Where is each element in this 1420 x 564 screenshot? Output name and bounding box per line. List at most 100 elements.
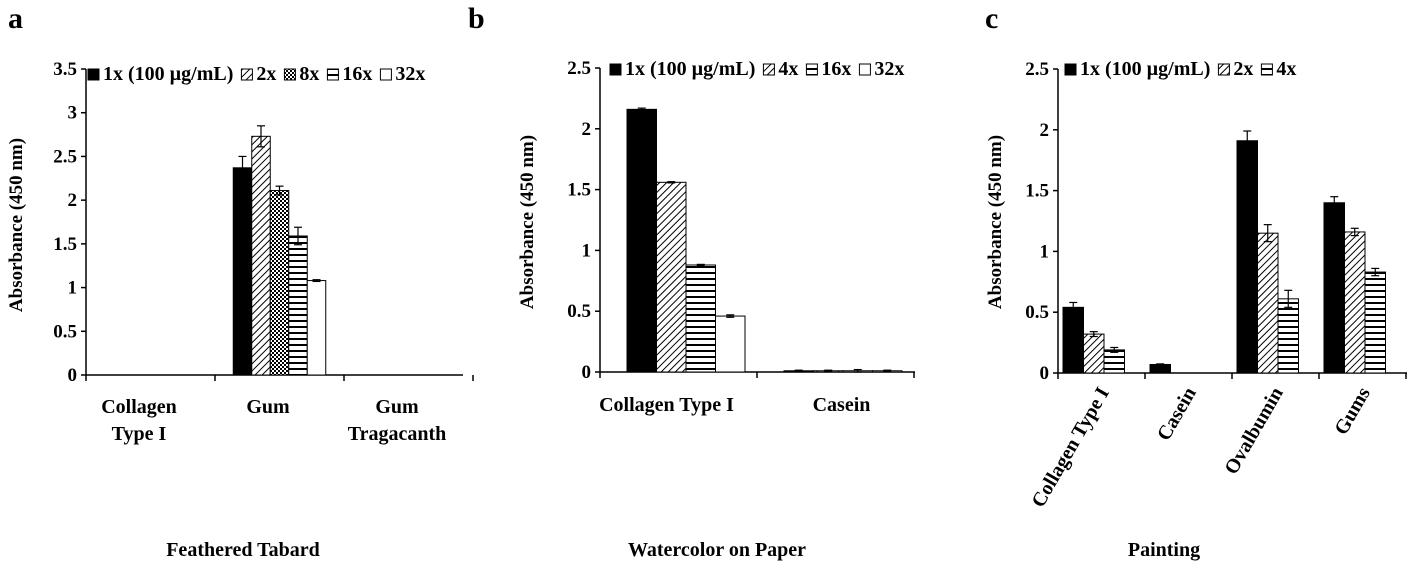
- panel-b-legend: 1x (100 µg/mL) 4x 16x 32x: [609, 58, 904, 80]
- bar-c-1-3: [1103, 349, 1125, 374]
- panel-c-y-tick-label: 1.5: [1025, 181, 1049, 202]
- error-bar-a-2-5: [312, 279, 321, 283]
- legend-swatch: [379, 68, 392, 81]
- legend-label: 16x: [342, 63, 372, 85]
- legend-item-b-3: 16x: [805, 58, 851, 80]
- error-bar-c-3-1: [1243, 130, 1252, 152]
- legend-item-c-1: 1x (100 µg/mL): [1064, 58, 1210, 80]
- legend-label: 1x (100 µg/mL): [1080, 58, 1210, 80]
- legend-item-b-4: 32x: [858, 58, 904, 80]
- panel-c-category-label: Casein: [1153, 384, 1201, 445]
- panel-a-category-label-1-line-2: Type I: [112, 423, 167, 445]
- panel-c-y-tick-label: 2.5: [1025, 59, 1049, 80]
- legend-swatch: [1217, 63, 1230, 76]
- panel-b-title: Watercolor on Paper: [628, 539, 806, 561]
- legend-item-c-3: 4x: [1260, 58, 1296, 80]
- bar-b-1-1: [626, 108, 657, 373]
- error-bar-b-1-3: [696, 263, 705, 267]
- error-bar-c-1-2: [1089, 331, 1098, 338]
- error-bar-a-2-2: [257, 125, 265, 148]
- legend-swatch: [1064, 63, 1077, 76]
- legend-item-b-2: 4x: [762, 58, 798, 80]
- error-bar-b-1-4: [726, 314, 735, 318]
- panel-b-ylabel: Absorbance (450 nm): [517, 135, 538, 309]
- error-bar-c-1-3: [1110, 346, 1119, 353]
- legend-swatch: [609, 63, 622, 76]
- legend-swatch: [283, 68, 296, 81]
- panel-c: c Absorbance (450 nm) Painting 1x (100 µ…: [985, 2, 1407, 561]
- panel-a-y-tick-label: 3.5: [53, 59, 77, 80]
- legend-item-a-4: 16x: [326, 63, 372, 85]
- error-bar-c-2-1: [1156, 363, 1165, 366]
- panel-a-bars: [232, 125, 327, 376]
- bar-c-1-1: [1062, 306, 1084, 374]
- panel-a-y-tick-label: 3: [68, 103, 78, 124]
- bar-c-4-3: [1364, 271, 1386, 374]
- panel-c-bars: [1062, 130, 1386, 374]
- panel-a-category-label-2: Gum: [246, 396, 290, 418]
- panel-b-bars: [626, 107, 903, 373]
- panel-a-category-label-1-line-1: Collagen: [101, 396, 177, 418]
- panel-a-category-label-3-line-2: Tragacanth: [348, 423, 447, 445]
- panel-a-y-tick-label: 0: [68, 365, 78, 386]
- bar-a-2-3: [269, 190, 290, 376]
- error-bar-b-1-2: [667, 181, 676, 184]
- legend-label: 32x: [395, 63, 425, 85]
- panel-b-y-tick-label: 0: [582, 362, 592, 383]
- panel-b-category-labels: Collagen Type I Casein: [599, 394, 870, 416]
- legend-label: 16x: [821, 58, 851, 80]
- panel-c-y-tick-label: 0: [1040, 363, 1050, 384]
- error-bar-a-2-4: [294, 226, 302, 246]
- panel-b-category-label: Casein: [813, 394, 871, 416]
- panel-c-category-label: Collagen Type I: [1027, 383, 1114, 511]
- bar-c-4-2: [1344, 231, 1366, 374]
- bar-a-2-1: [232, 167, 253, 376]
- legend-swatch: [762, 63, 775, 76]
- panel-c-y-tick-label: 1: [1040, 241, 1050, 262]
- panel-a-legend: 1x (100 µg/mL) 2x 8x 16x 32x: [87, 63, 425, 85]
- legend-label: 32x: [874, 58, 904, 80]
- panel-a-category-labels: Collagen Type I Gum Gum Tragacanth: [101, 396, 446, 445]
- bar-c-1-2: [1083, 333, 1105, 374]
- legend-label: 4x: [1276, 58, 1296, 80]
- bar-a-2-5: [306, 280, 327, 376]
- error-bar-a-2-1: [238, 155, 247, 180]
- panel-b-y-tick-label: 1: [582, 240, 592, 261]
- error-bar-c-4-3: [1371, 267, 1380, 277]
- bar-c-3-2: [1257, 232, 1279, 374]
- bar-b-1-4: [715, 315, 746, 373]
- error-bar-b-2-2: [824, 369, 833, 372]
- legend-item-a-3: 8x: [283, 63, 319, 85]
- legend-swatch: [326, 68, 339, 81]
- legend-swatch: [240, 68, 253, 81]
- panel-a-ylabel: Absorbance (450 nm): [6, 138, 27, 312]
- legend-label: 1x (100 µg/mL): [103, 63, 233, 85]
- bar-c-4-1: [1323, 202, 1345, 374]
- legend-label: 4x: [778, 58, 798, 80]
- panel-a-y-tick-label: 2: [68, 190, 78, 211]
- panel-a-y-tick-label: 1: [68, 278, 78, 299]
- legend-label: 8x: [299, 63, 319, 85]
- legend-item-a-1: 1x (100 µg/mL): [87, 63, 233, 85]
- panel-a-axes: 0 0.5 1 1.5 2 2.5 3 3.5: [53, 59, 474, 386]
- error-bar-b-1-1: [637, 107, 646, 112]
- panel-a: a Absorbance (450 nm) Feathered Tabard 1…: [6, 2, 474, 561]
- panel-b-category-label: Collagen Type I: [599, 394, 734, 416]
- panel-b-y-tick-label: 2: [582, 119, 592, 140]
- panel-b-y-tick-label: 1.5: [567, 180, 591, 201]
- bar-b-1-2: [656, 181, 687, 373]
- panel-label-b: b: [468, 2, 485, 35]
- error-bar-b-2-3: [853, 368, 862, 373]
- panel-label-a: a: [8, 2, 23, 35]
- panel-c-title: Painting: [1128, 539, 1200, 561]
- panel-c-category-label: Gums: [1330, 383, 1375, 438]
- bar-b-1-3: [685, 264, 716, 373]
- legend-item-a-5: 32x: [379, 63, 425, 85]
- panel-a-y-tick-label: 1.5: [53, 234, 77, 255]
- bar-c-2-1: [1149, 363, 1171, 374]
- legend-swatch: [1260, 63, 1273, 76]
- bar-c-3-1: [1236, 140, 1258, 374]
- error-bar-c-3-2: [1263, 224, 1272, 243]
- panel-b-y-tick-label: 2.5: [567, 58, 591, 79]
